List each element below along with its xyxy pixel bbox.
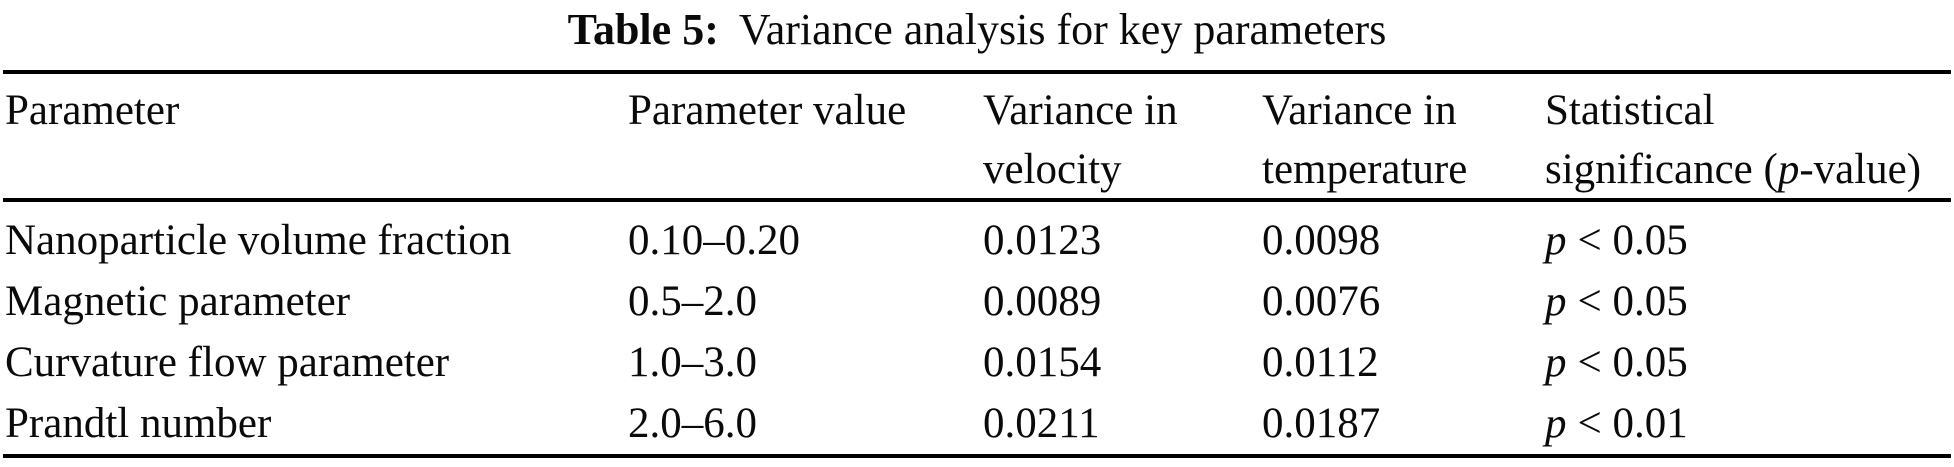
cell-variance-velocity: 0.0154 <box>983 339 1102 386</box>
cell-parameter: Magnetic parameter <box>5 278 351 325</box>
cell-variance-velocity: 0.0089 <box>983 278 1102 325</box>
cell-variance-temperature: 0.0098 <box>1262 217 1381 264</box>
p-symbol: p <box>1545 400 1567 447</box>
cell-significance: p < 0.05 <box>1545 332 1954 393</box>
header-parameter-line1: Parameter <box>5 87 180 134</box>
table-top-rule <box>3 70 1951 74</box>
cell-variance-temperature: 0.0112 <box>1262 339 1379 386</box>
p-threshold: < 0.05 <box>1577 217 1688 264</box>
cell-parameter: Nanoparticle volume fraction <box>5 217 512 264</box>
header-significance-line1: Statistical <box>1545 87 1715 134</box>
p-symbol: p <box>1545 278 1567 325</box>
cell-parameter-value: 1.0–3.0 <box>628 339 757 386</box>
p-threshold: < 0.05 <box>1577 278 1688 325</box>
table-row: Nanoparticle volume fraction 0.10–0.20 0… <box>0 210 1954 271</box>
cell-significance: p < 0.05 <box>1545 271 1954 332</box>
cell-variance-temperature: 0.0076 <box>1262 278 1381 325</box>
table-caption: Table 5: Variance analysis for key param… <box>0 0 1954 70</box>
table-caption-title: Variance analysis for key parameters <box>738 5 1387 54</box>
cell-significance: p < 0.05 <box>1545 210 1954 271</box>
header-variance-velocity: Variance in velocity <box>983 74 1262 199</box>
table-header-row: Parameter Parameter value Variance in ve… <box>0 74 1954 198</box>
cell-significance: p < 0.01 <box>1545 393 1954 454</box>
p-threshold: < 0.01 <box>1577 400 1688 447</box>
p-symbol: p <box>1545 339 1567 386</box>
header-significance: Statistical significance (p-value) <box>1545 74 1954 199</box>
table-caption-label: Table 5: <box>567 5 719 54</box>
cell-variance-velocity: 0.0123 <box>983 217 1102 264</box>
header-significance-line2: significance (p-value) <box>1545 140 1954 199</box>
cell-parameter: Curvature flow parameter <box>5 339 450 386</box>
header-parameter-value: Parameter value <box>628 74 983 199</box>
table-row: Curvature flow parameter 1.0–3.0 0.0154 … <box>0 332 1954 393</box>
cell-parameter: Prandtl number <box>5 400 272 447</box>
header-significance-suffix: -value) <box>1799 146 1922 193</box>
table-row: Prandtl number 2.0–6.0 0.0211 0.0187 p < … <box>0 393 1954 454</box>
table-row: Magnetic parameter 0.5–2.0 0.0089 0.0076… <box>0 271 1954 332</box>
header-significance-p-symbol: p <box>1777 146 1800 193</box>
table-bottom-rule <box>3 454 1951 458</box>
cell-parameter-value: 2.0–6.0 <box>628 400 757 447</box>
cell-parameter-value: 0.10–0.20 <box>628 217 800 264</box>
cell-variance-velocity: 0.0211 <box>983 400 1100 447</box>
p-symbol: p <box>1545 217 1567 264</box>
table-mid-rule <box>3 198 1951 202</box>
header-parameter: Parameter <box>0 74 628 199</box>
table-body: Nanoparticle volume fraction 0.10–0.20 0… <box>0 202 1954 454</box>
cell-variance-temperature: 0.0187 <box>1262 400 1381 447</box>
header-significance-prefix: significance ( <box>1545 146 1778 193</box>
header-variance-temperature-line1: Variance in <box>1262 87 1457 134</box>
header-variance-velocity-line2: velocity <box>983 146 1122 193</box>
header-variance-velocity-line1: Variance in <box>983 87 1178 134</box>
header-variance-temperature-line2: temperature <box>1262 146 1468 193</box>
header-parameter-value-line1: Parameter value <box>628 87 907 134</box>
cell-parameter-value: 0.5–2.0 <box>628 278 757 325</box>
p-threshold: < 0.05 <box>1577 339 1688 386</box>
header-variance-temperature: Variance in temperature <box>1262 74 1545 199</box>
